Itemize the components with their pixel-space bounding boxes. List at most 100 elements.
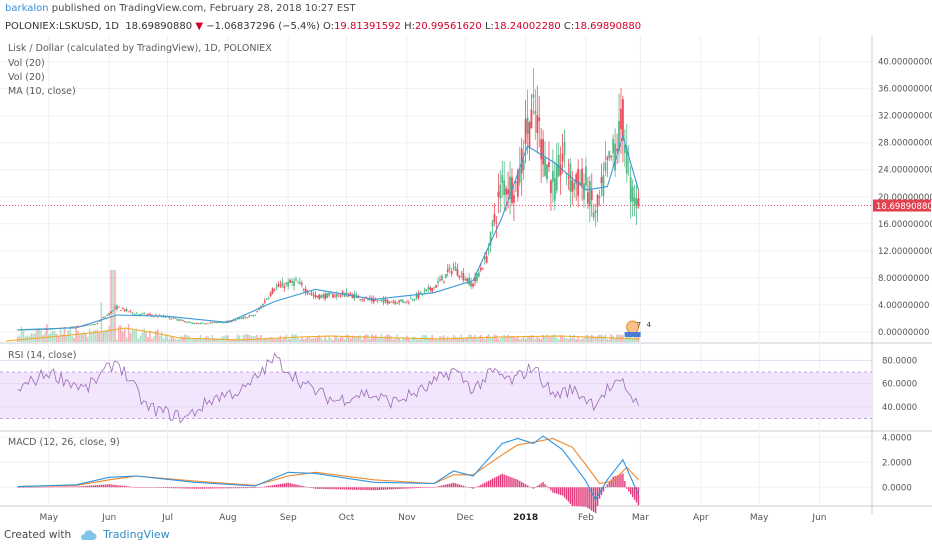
candle-body — [604, 162, 607, 171]
volume-bar — [334, 335, 336, 342]
candle-body — [343, 293, 346, 297]
macd-hist-bar — [120, 485, 122, 488]
volume-bar — [262, 339, 264, 342]
candle-body — [476, 273, 478, 281]
volume-bar — [624, 339, 626, 342]
close-label: C: — [563, 21, 575, 32]
volume-bar — [197, 337, 200, 342]
macd-hist-bar — [135, 487, 138, 488]
volume-bar — [345, 334, 348, 342]
macd-hist-bar — [53, 486, 56, 488]
volume-bar — [240, 339, 243, 342]
macd-hist-bar — [190, 487, 192, 489]
macd-hist-bar — [394, 487, 396, 490]
volume-bar — [489, 337, 492, 342]
volume-bar — [565, 338, 568, 342]
volume-bar — [561, 335, 564, 342]
candle-body — [125, 308, 128, 311]
volume-bar — [279, 335, 282, 342]
volume-bar — [402, 337, 404, 342]
event-flag-icon — [624, 332, 641, 337]
volume-bar — [277, 338, 280, 342]
x-tick-label: Nov — [398, 513, 416, 523]
rsi-tick-label: 60.0000 — [882, 380, 917, 390]
volume-bar — [589, 336, 591, 342]
rsi-tick-label: 80.0000 — [882, 356, 917, 366]
candle-body — [304, 288, 307, 293]
candle-body — [581, 168, 583, 186]
candle-body — [579, 181, 581, 185]
macd-hist-bar — [341, 487, 344, 490]
candle-body — [538, 117, 541, 122]
macd-hist-bar — [304, 486, 307, 488]
high-value: 20.99561620 — [414, 21, 482, 32]
macd-hist-bar — [258, 487, 260, 488]
volume-bar — [110, 270, 112, 342]
candle-body — [114, 307, 116, 309]
volume-bars — [16, 270, 640, 342]
macd-hist-bar — [277, 484, 280, 488]
candle-body — [104, 316, 107, 318]
macd-hist-bar — [285, 483, 287, 488]
candle-body — [42, 329, 44, 330]
candle-body — [555, 163, 558, 191]
candle-body — [573, 183, 576, 190]
candle-body — [400, 299, 402, 302]
candle-body — [339, 295, 342, 297]
chart-canvas[interactable]: May Jun Jul Aug Sep Oct Nov Dec 2018 Feb Mar Apr May… — [0, 36, 932, 526]
macd-hist-bar — [515, 479, 517, 488]
volume-bar — [293, 334, 295, 342]
macd-hist-bar — [116, 485, 118, 488]
candle-body — [563, 142, 566, 155]
macd-hist-bar — [355, 487, 357, 490]
candle-body — [333, 295, 336, 297]
macd-hist-bar — [112, 484, 114, 488]
volume-bar — [600, 334, 603, 342]
macd-hist-bar — [396, 487, 398, 490]
volume-bar — [522, 335, 525, 342]
volume-bar — [361, 339, 363, 342]
candle-body — [291, 281, 293, 283]
volume-bar — [164, 334, 167, 342]
macd-hist-bar — [363, 487, 365, 490]
volume-bar — [38, 328, 40, 342]
volume-bar — [553, 334, 556, 342]
volume-bar — [84, 333, 87, 342]
macd-hist-bar — [201, 487, 204, 489]
vol-legend-1: Vol (20) — [8, 58, 45, 69]
macd-hist-bar — [256, 487, 258, 488]
candle-body — [211, 322, 214, 324]
volume-bar — [258, 337, 260, 342]
macd-hist-bar — [458, 484, 461, 488]
x-tick-label: Aug — [219, 513, 237, 523]
candle-body — [88, 324, 91, 326]
candle-body — [433, 287, 436, 289]
macd-hist-bar — [544, 484, 546, 488]
candle-body — [407, 302, 410, 304]
volume-bar — [188, 335, 190, 342]
volume-bar — [265, 338, 268, 342]
macd-hist-bar — [433, 487, 435, 488]
macd-hist-bar — [499, 474, 502, 488]
candle-body — [367, 299, 369, 300]
volume-bar — [312, 338, 315, 342]
candle-body — [195, 323, 198, 324]
volume-bar — [606, 339, 609, 342]
volume-bar — [211, 334, 214, 342]
macd-hist-bar — [188, 487, 190, 489]
candle-body — [518, 169, 521, 183]
macd-hist-bar — [493, 477, 496, 488]
author-link[interactable]: barkalon — [5, 3, 49, 14]
candle-body — [188, 321, 190, 323]
volume-bar — [108, 325, 110, 342]
tradingview-link[interactable]: TradingView — [103, 528, 170, 541]
macd-hist-bar — [271, 485, 274, 488]
macd-hist-bar — [217, 487, 219, 489]
macd-hist-bar — [131, 486, 134, 488]
macd-hist-bar — [104, 484, 106, 488]
volume-bar — [596, 335, 599, 342]
macd-hist-bar — [583, 487, 585, 507]
macd-hist-bar — [410, 487, 412, 489]
macd-hist-bar — [192, 487, 194, 489]
candle-body — [86, 324, 89, 326]
